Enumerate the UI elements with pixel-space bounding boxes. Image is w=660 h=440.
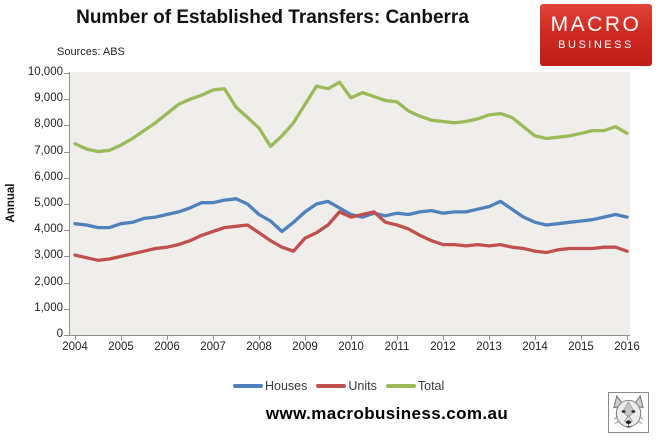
series-line-houses: [73, 197, 629, 234]
site-url: www.macrobusiness.com.au: [265, 404, 509, 423]
legend-item-houses: Houses: [233, 379, 307, 393]
y-axis-label: 0: [56, 328, 63, 340]
x-axis-label: 2004: [62, 341, 88, 353]
y-axis-label: 5,000: [34, 197, 63, 209]
y-axis-label: 9,000: [34, 92, 63, 105]
legend-label: Total: [417, 379, 445, 393]
x-axis-label: 2012: [430, 341, 456, 353]
x-axis-label: 2007: [200, 341, 226, 353]
y-axis-label: 7,000: [34, 144, 63, 157]
x-axis-label: 2009: [292, 341, 318, 353]
y-axis-label: 4,000: [34, 223, 63, 236]
plot-area: [64, 72, 630, 340]
y-axis-label: 10,000: [27, 66, 63, 78]
legend-item-total: Total: [385, 379, 445, 393]
legend-label: Units: [348, 379, 377, 393]
x-axis-label: 2011: [384, 341, 410, 353]
macrobusiness-logo: MACRO BUSINESS: [540, 4, 652, 66]
plot-background: [69, 72, 630, 335]
wolf-logo-icon: [608, 392, 649, 433]
legend-swatch-icon: [316, 384, 347, 388]
wolf-sketch: [613, 394, 644, 428]
x-axis-label: 2006: [154, 341, 180, 353]
x-axis-label: 2005: [108, 341, 134, 353]
legend-swatch-icon: [233, 384, 263, 388]
x-axis-label: 2015: [568, 341, 594, 353]
chart-legend: Houses Units Total: [233, 379, 444, 393]
y-axis-label: 2,000: [34, 275, 63, 288]
legend-swatch-icon: [385, 384, 416, 388]
y-axis-label: 6,000: [34, 170, 63, 183]
legend-item-units: Units: [316, 379, 377, 393]
legend-label: Houses: [265, 379, 308, 393]
y-axis-label: 3,000: [34, 249, 63, 262]
x-axis-label: 2013: [476, 341, 502, 353]
x-axis-label: 2014: [522, 341, 548, 353]
logo-line2: BUSINESS: [558, 39, 634, 51]
chart-title: Number of Established Transfers: Canberr…: [76, 7, 469, 28]
series-line-units: [73, 210, 629, 262]
x-axis-label: 2010: [338, 341, 364, 353]
chart-source: Sources: ABS: [57, 46, 125, 58]
x-axis-label: 2008: [246, 341, 272, 353]
y-axis-label: 1,000: [34, 301, 63, 314]
x-axis-label: 2016: [614, 341, 640, 353]
y-axis-label: 8,000: [34, 118, 63, 131]
series-line-total: [73, 80, 629, 154]
logo-line1: MACRO: [550, 13, 642, 36]
